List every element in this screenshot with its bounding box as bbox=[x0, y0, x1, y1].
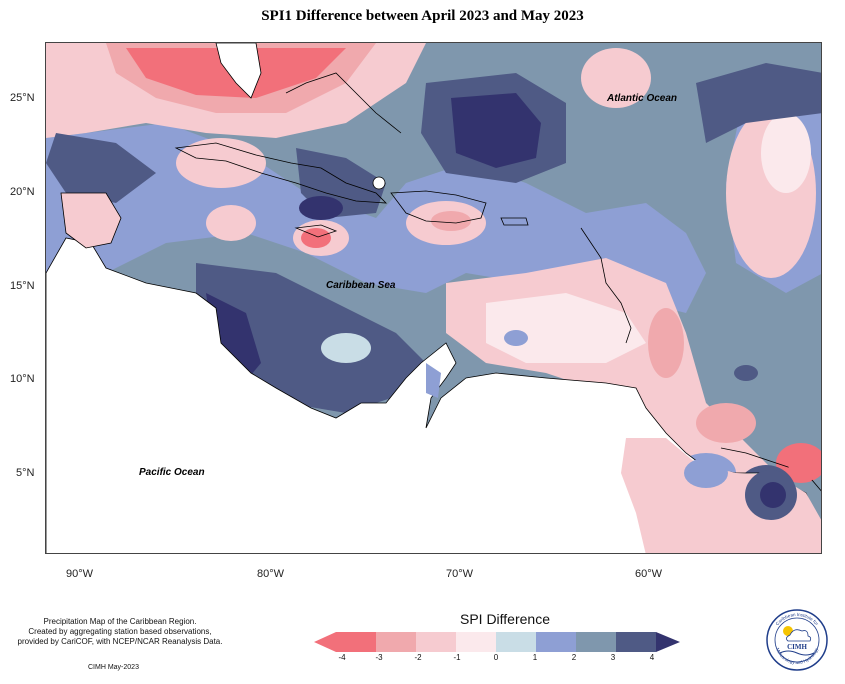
lesser-antilles-outline bbox=[580, 227, 632, 344]
legend-tick-p3: 3 bbox=[610, 653, 616, 662]
island-outlines bbox=[174, 72, 821, 492]
spi-land-plus1-guyana bbox=[684, 458, 728, 488]
land-yucatan bbox=[60, 192, 122, 249]
spi-contour-plus4-cuba bbox=[299, 196, 343, 220]
lat-tick-15n: 15°N bbox=[10, 280, 35, 292]
spi-land-guianas bbox=[621, 438, 821, 553]
bahamas-outline bbox=[285, 72, 402, 134]
south-america-spi bbox=[426, 363, 821, 553]
lon-tick-80w: 80°W bbox=[257, 568, 285, 580]
hispaniola-outline bbox=[390, 190, 487, 224]
spi-contour-minus1-east-caribbean bbox=[486, 293, 646, 363]
spi-map-canvas bbox=[46, 43, 821, 553]
logo-center-text: CIMH bbox=[787, 643, 807, 651]
spi-contour-minus2-cayman bbox=[206, 205, 256, 241]
legend-tick-0: 0 bbox=[493, 653, 499, 662]
spi-land-plus4-suriname bbox=[760, 482, 786, 508]
legend-colorbar bbox=[314, 632, 680, 652]
spi-contour-minus1-east bbox=[761, 113, 811, 193]
atlantic-ocean-label: Atlantic Ocean bbox=[607, 93, 678, 104]
cuba-outline bbox=[174, 142, 388, 204]
legend-tick-p2: 2 bbox=[571, 653, 577, 662]
jamaica-outline bbox=[294, 224, 338, 238]
puerto-rico-outline bbox=[500, 217, 529, 226]
spi-land-minus4-guiana bbox=[788, 445, 821, 481]
map-notes: Precipitation Map of the Caribbean Regio… bbox=[10, 617, 230, 647]
spi-contour-plus3-ne bbox=[696, 63, 821, 143]
legend-tick-m3: -3 bbox=[375, 653, 383, 662]
lon-tick-70w: 70°W bbox=[446, 568, 474, 580]
legend-swatch-8 bbox=[616, 632, 656, 652]
lat-tick-10n: 10°N bbox=[10, 373, 35, 385]
spi-contour-minus2-atlantic bbox=[581, 48, 651, 108]
spi-contour-minus4-jamaica bbox=[301, 228, 331, 248]
legend-arrow-low bbox=[314, 632, 336, 652]
spi-contour-minus2-cuba-west bbox=[176, 138, 266, 188]
legend-tick-m1: -1 bbox=[453, 653, 461, 662]
legend-swatch-6 bbox=[536, 632, 576, 652]
legend-tick-p1: 1 bbox=[532, 653, 538, 662]
spi-contour-plus3-west bbox=[46, 133, 156, 203]
pacific-ocean-label: Pacific Ocean bbox=[139, 467, 205, 478]
legend-arrow-high bbox=[656, 632, 680, 652]
spi-contour-minus3-hispaniola bbox=[431, 211, 471, 231]
lat-tick-5n: 5°N bbox=[16, 467, 35, 479]
legend-swatch-4 bbox=[456, 632, 496, 652]
legend-swatch-5 bbox=[496, 632, 536, 652]
lon-tick-90w: 90°W bbox=[66, 568, 94, 580]
lat-tick-25n: 25°N bbox=[10, 92, 35, 104]
legend-swatch-1 bbox=[336, 632, 376, 652]
notes-line-2: Created by aggregating station based obs… bbox=[28, 627, 212, 636]
caribbean-sea-label: Caribbean Sea bbox=[326, 280, 396, 291]
spi-contour-zero-caribbean bbox=[321, 333, 371, 363]
spi-map bbox=[45, 42, 822, 554]
lon-tick-60w: 60°W bbox=[635, 568, 663, 580]
spi-contour-minus3-guyana bbox=[696, 403, 756, 443]
spi-contour-minus3-windward bbox=[648, 308, 684, 378]
legend-swatch-3 bbox=[416, 632, 456, 652]
legend-tick-m2: -2 bbox=[414, 653, 422, 662]
notes-line-3: provided by CariCOF, with NCEP/NCAR Rean… bbox=[17, 637, 223, 646]
spi-contour-plus1-small bbox=[504, 330, 528, 346]
legend-swatch-7 bbox=[576, 632, 616, 652]
cloud-icon bbox=[786, 629, 812, 642]
wave-icon bbox=[779, 650, 815, 656]
map-title: SPI1 Difference between April 2023 and M… bbox=[261, 8, 584, 24]
island-white-dot bbox=[372, 176, 386, 190]
land-florida bbox=[215, 43, 262, 99]
notes-line-1: Precipitation Map of the Caribbean Regio… bbox=[43, 617, 197, 626]
cimh-logo: CIMH Caribbean Institute for Meteorology… bbox=[766, 609, 828, 671]
lat-tick-20n: 20°N bbox=[10, 186, 35, 198]
legend-title: SPI Difference bbox=[459, 611, 550, 627]
legend-swatch-2 bbox=[376, 632, 416, 652]
map-date: CIMH May-2023 bbox=[88, 664, 139, 671]
legend-tick-m4: -4 bbox=[338, 653, 346, 662]
legend-tick-p4: 4 bbox=[649, 653, 655, 662]
spi-contour-plus4-north bbox=[451, 93, 541, 168]
spi-land-maracaibo bbox=[426, 363, 441, 398]
spi-contour-plus3-atlantic-small bbox=[734, 365, 758, 381]
